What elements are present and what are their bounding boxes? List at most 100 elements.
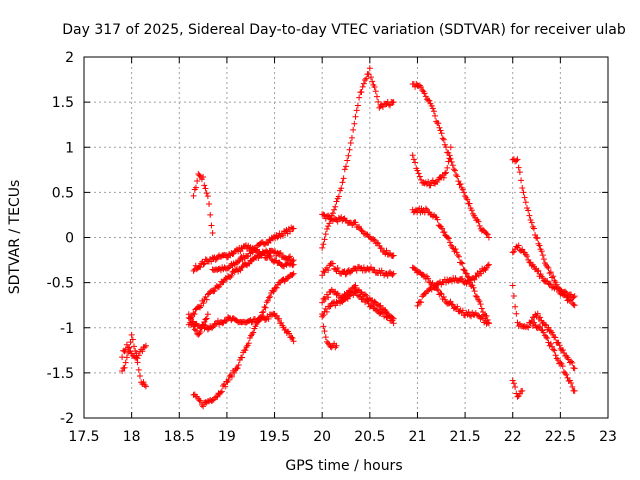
data-point <box>203 315 210 322</box>
series-arc-7 <box>190 270 297 410</box>
data-point <box>556 342 563 349</box>
data-point <box>262 304 269 311</box>
data-point <box>549 343 556 350</box>
data-point <box>525 207 532 214</box>
data-point <box>533 234 540 241</box>
data-point <box>409 152 416 159</box>
data-point <box>186 315 193 322</box>
data-point <box>414 167 421 174</box>
data-point <box>390 270 397 277</box>
data-point <box>484 319 491 326</box>
data-point <box>193 266 200 273</box>
data-point <box>278 319 285 326</box>
data-point <box>522 199 529 206</box>
data-point <box>222 383 229 390</box>
data-point <box>142 342 149 349</box>
data-point <box>571 365 578 372</box>
data-point <box>436 124 443 131</box>
data-point <box>123 354 130 361</box>
data-point <box>444 164 451 171</box>
data-point <box>242 347 249 354</box>
data-point <box>340 175 347 182</box>
data-point <box>509 377 516 384</box>
data-point <box>141 344 148 351</box>
data-point <box>510 248 517 255</box>
data-point <box>352 288 359 295</box>
series-arc-20 <box>509 156 578 309</box>
data-point <box>320 312 327 319</box>
data-point <box>418 84 425 91</box>
data-point <box>352 113 359 120</box>
data-point <box>290 225 297 232</box>
data-point <box>476 222 483 229</box>
x-tick-label: 19.5 <box>259 429 290 445</box>
data-point <box>319 313 326 320</box>
data-point <box>251 315 258 322</box>
data-point <box>541 321 548 328</box>
data-point <box>273 284 280 291</box>
data-point <box>346 146 353 153</box>
data-point <box>464 196 471 203</box>
data-point <box>342 271 349 278</box>
series-arc-5 <box>185 310 297 345</box>
data-point <box>352 219 359 226</box>
x-tick-label: 21.5 <box>450 429 481 445</box>
series-arc-23 <box>509 377 526 400</box>
data-point <box>553 355 560 362</box>
data-point <box>427 182 434 189</box>
data-point <box>483 230 490 237</box>
data-point <box>453 249 460 256</box>
data-point <box>518 177 525 184</box>
data-point <box>439 135 446 142</box>
data-point <box>289 334 296 341</box>
data-point <box>559 346 566 353</box>
data-point <box>233 365 240 372</box>
data-point <box>211 287 218 294</box>
data-point <box>265 294 272 301</box>
data-point <box>475 312 482 319</box>
y-tick-label: 0.5 <box>52 185 74 201</box>
data-point <box>569 359 576 366</box>
data-point <box>347 140 354 147</box>
data-point <box>460 189 467 196</box>
data-point <box>485 261 492 268</box>
data-point <box>201 260 208 267</box>
data-point <box>289 262 296 269</box>
data-point <box>474 293 480 300</box>
data-point <box>459 307 466 314</box>
data-point <box>454 252 461 259</box>
data-point <box>254 318 261 325</box>
data-point <box>194 177 201 184</box>
data-point <box>544 263 551 270</box>
data-point <box>571 387 578 394</box>
series-arc-18 <box>409 264 492 327</box>
data-point <box>197 264 204 271</box>
data-point <box>203 296 210 303</box>
data-point <box>421 90 428 97</box>
data-point <box>539 274 546 281</box>
data-point <box>435 120 442 127</box>
data-point <box>260 249 267 256</box>
data-point <box>522 251 529 258</box>
data-point <box>420 272 427 279</box>
series-arc-3 <box>209 224 297 274</box>
data-point <box>410 156 417 163</box>
data-point <box>201 182 208 189</box>
data-point <box>325 294 332 301</box>
data-point <box>468 207 475 214</box>
data-point <box>383 247 390 254</box>
data-point <box>329 260 336 267</box>
data-point <box>356 94 363 101</box>
data-point <box>422 93 429 100</box>
data-point <box>235 258 242 265</box>
data-point <box>534 310 541 317</box>
data-point <box>284 275 291 282</box>
data-point <box>228 373 235 380</box>
data-point <box>549 274 556 281</box>
data-point <box>236 257 243 264</box>
data-point <box>438 130 445 137</box>
data-point <box>218 388 225 395</box>
data-point <box>217 389 224 396</box>
data-point <box>134 359 141 366</box>
data-point <box>204 193 211 200</box>
